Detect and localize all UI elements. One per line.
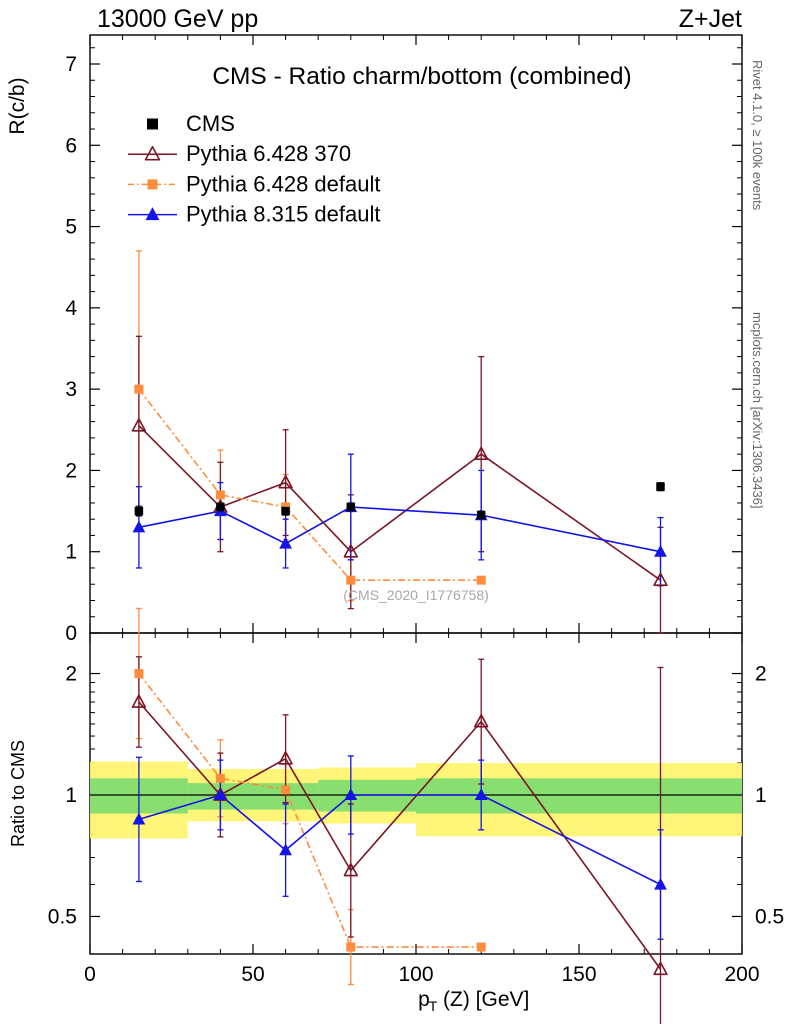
svg-text:CMS: CMS — [186, 111, 235, 136]
svg-text:0.5: 0.5 — [48, 905, 77, 928]
svg-text:50: 50 — [241, 963, 264, 986]
svg-text:Pythia 6.428 default: Pythia 6.428 default — [186, 171, 380, 196]
svg-text:5: 5 — [65, 216, 77, 239]
svg-text:13000 GeV pp: 13000 GeV pp — [97, 5, 258, 33]
svg-text:6: 6 — [65, 134, 77, 157]
svg-text:100: 100 — [398, 963, 433, 986]
svg-text:(CMS_2020_I1776758): (CMS_2020_I1776758) — [343, 587, 489, 603]
svg-text:Ratio to CMS: Ratio to CMS — [8, 740, 28, 847]
svg-text:Rivet 4.1.0, ≥ 100k events: Rivet 4.1.0, ≥ 100k events — [750, 60, 765, 211]
svg-text:1: 1 — [755, 784, 767, 807]
svg-text:4: 4 — [65, 297, 77, 320]
svg-text:200: 200 — [724, 963, 759, 986]
svg-text:R(c/b): R(c/b) — [6, 77, 29, 134]
svg-text:0: 0 — [65, 622, 77, 645]
svg-text:3: 3 — [65, 378, 77, 401]
svg-text:1: 1 — [65, 541, 77, 564]
svg-text:(Z) [GeV]: (Z) [GeV] — [443, 988, 529, 1011]
svg-text:1: 1 — [65, 784, 77, 807]
svg-text:mcplots.cern.ch [arXiv:1306.34: mcplots.cern.ch [arXiv:1306.3436] — [750, 312, 765, 509]
svg-text:T: T — [429, 998, 438, 1014]
svg-text:0: 0 — [84, 963, 96, 986]
svg-text:150: 150 — [561, 963, 596, 986]
svg-text:Pythia 6.428 370: Pythia 6.428 370 — [186, 141, 351, 166]
svg-text:2: 2 — [65, 663, 77, 686]
svg-text:CMS - Ratio charm/bottom (comb: CMS - Ratio charm/bottom (combined) — [212, 63, 631, 90]
svg-text:Pythia 8.315 default: Pythia 8.315 default — [186, 202, 380, 227]
svg-text:0.5: 0.5 — [755, 905, 784, 928]
svg-text:2: 2 — [755, 663, 767, 686]
svg-text:Z+Jet: Z+Jet — [679, 5, 742, 33]
svg-text:2: 2 — [65, 459, 77, 482]
svg-text:7: 7 — [65, 53, 77, 76]
